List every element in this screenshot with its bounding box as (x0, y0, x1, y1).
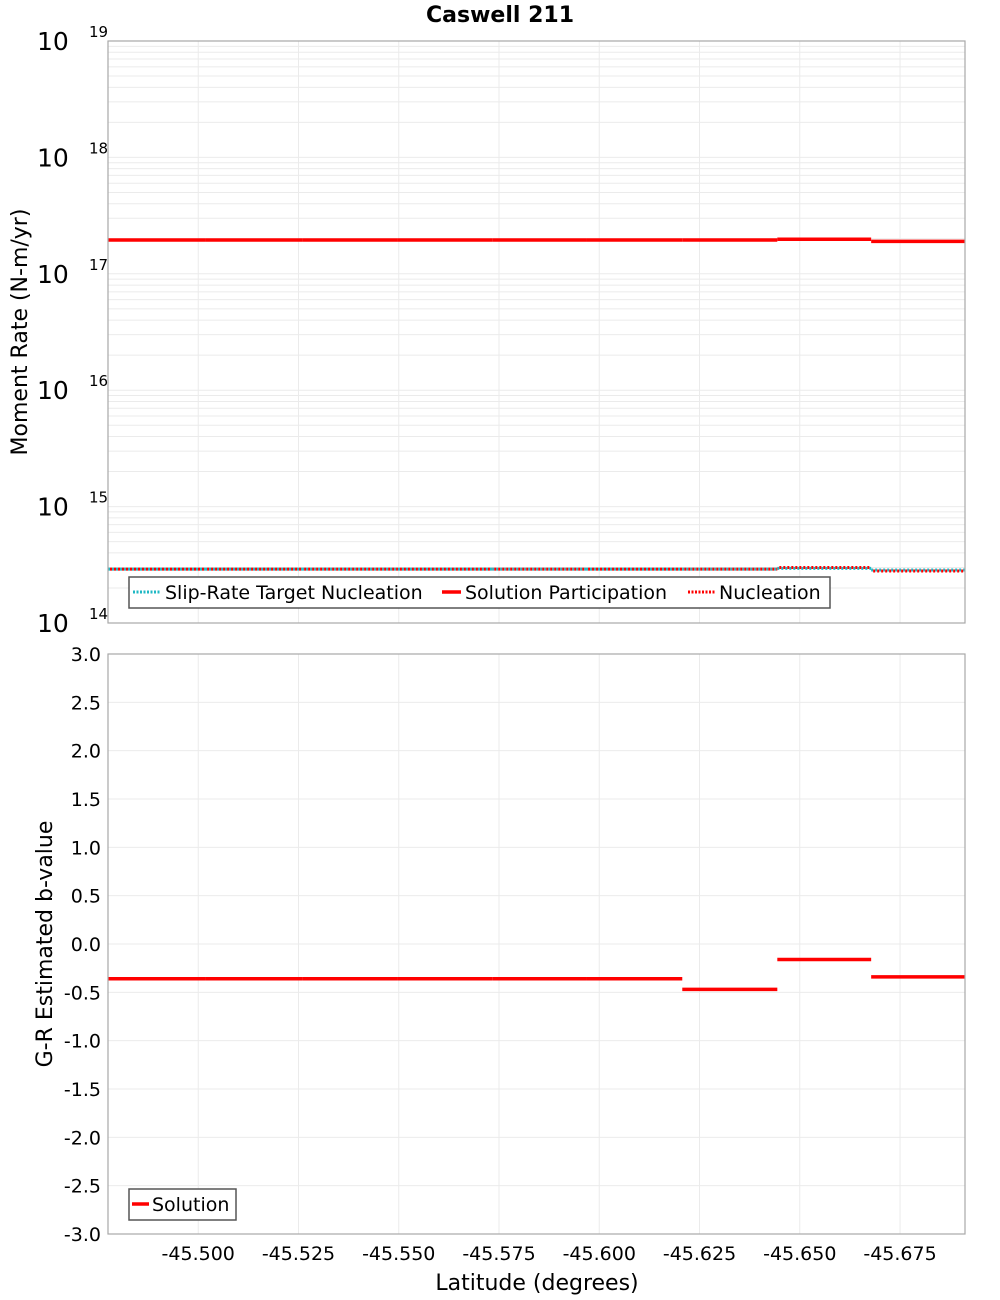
svg-text:19: 19 (89, 23, 108, 41)
x-tick-label: -45.550 (362, 1243, 435, 1265)
svg-text:10: 10 (37, 609, 69, 638)
x-axis-ticks: -45.500 -45.525 -45.550 -45.575 -45.600 -45.6… (162, 1243, 937, 1265)
svg-text:15: 15 (89, 489, 108, 507)
bottom-series (108, 957, 965, 992)
y-tick-label: -3.0 (64, 1224, 101, 1246)
top-y-ticks: 10 19 10 18 10 17 10 16 10 15 10 14 (37, 23, 108, 638)
legend-label-nucleation: Nucleation (719, 582, 821, 604)
bottom-legend: Solution (128, 1188, 237, 1221)
top-panel: 10 19 10 18 10 17 10 16 10 15 10 14 Moment Rate (N-… (8, 23, 966, 638)
y-tick-label: 10 19 (37, 23, 108, 56)
series-solution (108, 957, 965, 992)
y-tick-label: 2.0 (71, 741, 101, 763)
x-tick-label: -45.625 (663, 1243, 736, 1265)
bottom-plot-frame (107, 653, 966, 1235)
y-tick-label: 10 17 (37, 256, 108, 289)
x-tick-label: -45.600 (563, 1243, 636, 1265)
x-tick-label: -45.525 (262, 1243, 335, 1265)
legend-label-solution: Solution (152, 1194, 229, 1216)
svg-text:14: 14 (89, 605, 108, 623)
svg-text:10: 10 (37, 376, 69, 405)
bottom-y-axis-label: G-R Estimated b-value (33, 821, 58, 1068)
top-legend: Slip-Rate Target Nucleation Solution Par… (128, 576, 831, 609)
series-solution-participation (108, 237, 965, 244)
y-tick-label: -1.5 (64, 1079, 101, 1101)
top-grid (108, 41, 965, 624)
legend-label-solution-participation: Solution Participation (465, 582, 667, 604)
y-tick-label: 10 16 (37, 372, 108, 405)
series-nucleation (108, 565, 965, 573)
y-tick-label: -1.0 (64, 1031, 101, 1053)
svg-text:10: 10 (37, 260, 69, 289)
chart-title: Caswell 211 (426, 3, 574, 28)
x-tick-label: -45.575 (462, 1243, 535, 1265)
y-tick-label: 3.0 (71, 644, 101, 666)
top-plot-frame (107, 40, 966, 624)
x-axis-label: Latitude (degrees) (435, 1271, 638, 1296)
top-plot-area (108, 41, 965, 623)
x-tick-label: -45.675 (863, 1243, 936, 1265)
svg-text:18: 18 (89, 139, 108, 157)
y-tick-label: -0.5 (64, 982, 101, 1004)
y-tick-label: 10 15 (37, 489, 108, 522)
y-tick-label: 10 14 (37, 605, 108, 638)
svg-text:10: 10 (37, 27, 69, 56)
x-tick-label: -45.500 (162, 1243, 235, 1265)
y-tick-label: 0.0 (71, 934, 101, 956)
y-tick-label: 1.0 (71, 837, 101, 859)
svg-text:10: 10 (37, 493, 69, 522)
x-tick-label: -45.650 (763, 1243, 836, 1265)
bottom-panel: 3.0 2.5 2.0 1.5 1.0 0.5 0.0 -0.5 -1.0 -1.5 -2.0 -2.… (33, 644, 966, 1246)
y-tick-label: -2.0 (64, 1127, 101, 1149)
svg-text:16: 16 (89, 372, 108, 390)
bottom-y-ticks: 3.0 2.5 2.0 1.5 1.0 0.5 0.0 -0.5 -1.0 -1.5 -2.0 -2.… (64, 644, 101, 1246)
svg-text:10: 10 (37, 143, 69, 172)
svg-text:17: 17 (89, 256, 108, 274)
y-tick-label: 0.5 (71, 886, 101, 908)
y-tick-label: 1.5 (71, 789, 101, 811)
series-slip-rate-target-nucleation (108, 566, 965, 572)
legend-label-slip-rate-target: Slip-Rate Target Nucleation (165, 582, 423, 604)
y-tick-label: 10 18 (37, 139, 108, 172)
y-tick-label: -2.5 (64, 1176, 101, 1198)
top-y-axis-label: Moment Rate (N-m/yr) (8, 209, 33, 456)
y-tick-label: 2.5 (71, 692, 101, 714)
top-series (108, 237, 965, 573)
